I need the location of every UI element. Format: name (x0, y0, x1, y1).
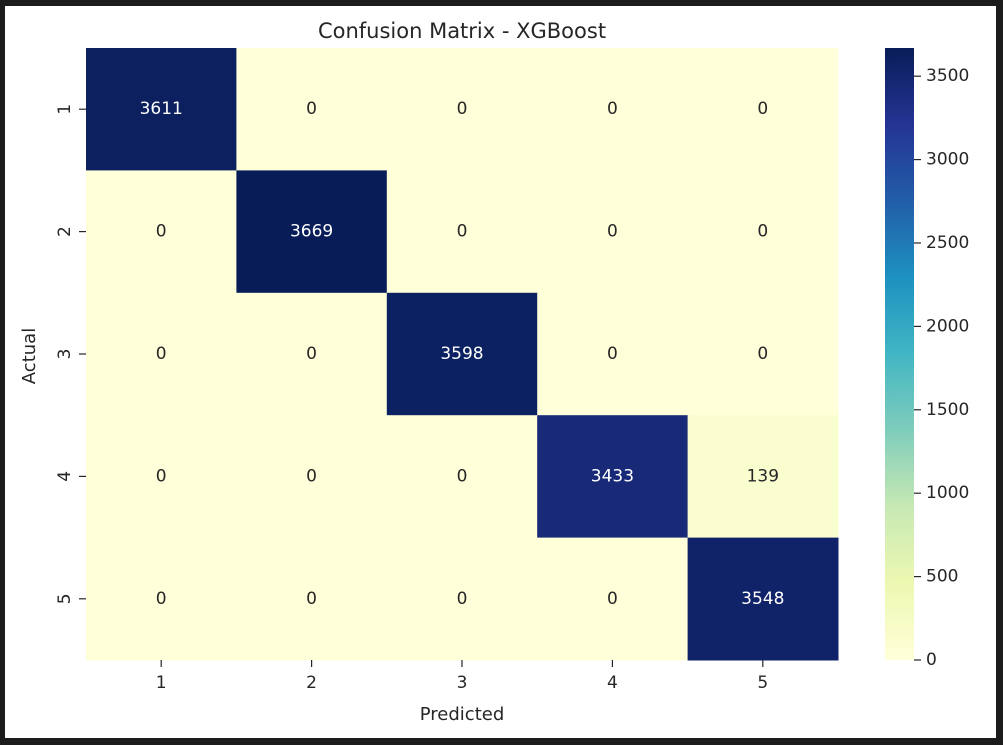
colorbar-tick-label: 2500 (926, 233, 969, 253)
heatmap-cell (236, 537, 388, 661)
cell-value-label: 0 (607, 589, 618, 609)
colorbar-tick-label: 2000 (926, 316, 969, 336)
heatmap-cell (687, 48, 839, 171)
x-tick-label: 5 (757, 673, 768, 693)
heatmap-cell (86, 292, 237, 416)
cell-value-label: 0 (306, 344, 317, 364)
cell-value-label: 0 (607, 222, 618, 242)
cell-value-label: 0 (457, 99, 468, 119)
cell-value-label: 0 (457, 589, 468, 609)
cell-value-label: 0 (156, 466, 167, 486)
confusion-matrix-heatmap: Confusion Matrix - XGBoost 3611 0 0 0 0 0 3669… (19, 19, 969, 725)
heatmap-cell (537, 415, 689, 539)
heatmap-cell (86, 170, 237, 294)
cell-value-label: 3611 (140, 99, 183, 119)
heatmap-cell (386, 415, 538, 539)
cell-value-label: 3548 (741, 589, 784, 609)
y-tick-label: 5 (55, 593, 75, 604)
cell-value-label: 139 (747, 466, 779, 486)
colorbar-ticks: 0 500 1000 1500 2000 2500 3000 3500 (914, 66, 969, 670)
heatmap-cell (236, 170, 388, 294)
heatmap-cells (86, 48, 839, 661)
y-tick-label: 4 (55, 471, 75, 482)
cell-value-label: 0 (607, 344, 618, 364)
x-tick-label: 4 (607, 673, 618, 693)
cell-value-label: 0 (757, 344, 768, 364)
cell-value-label: 0 (607, 99, 618, 119)
cell-value-label: 0 (156, 589, 167, 609)
heatmap-cell (86, 415, 237, 539)
y-tick-label: 3 (55, 349, 75, 360)
x-tick-label: 1 (156, 673, 167, 693)
heatmap-cell (86, 537, 237, 661)
colorbar-tick-label: 3000 (926, 150, 969, 170)
heatmap-cell (236, 415, 388, 539)
x-axis: 1 2 3 4 5 (156, 660, 768, 693)
heatmap-cell (687, 415, 839, 539)
cell-value-label: 0 (306, 589, 317, 609)
cell-value-label: 0 (306, 466, 317, 486)
heatmap-cell (386, 537, 538, 661)
heatmap-cell (236, 292, 388, 416)
colorbar-tick-label: 3500 (926, 66, 969, 86)
colorbar (885, 48, 914, 660)
cell-value-label: 0 (757, 99, 768, 119)
heatmap-cell (687, 292, 839, 416)
cell-value-label: 0 (757, 222, 768, 242)
heatmap-cell (687, 537, 839, 661)
colorbar-tick-label: 0 (926, 650, 937, 670)
y-axis-label: Actual (19, 328, 40, 384)
x-axis-label: Predicted (420, 704, 505, 725)
cell-value-label: 0 (457, 466, 468, 486)
cell-value-label: 0 (457, 222, 468, 242)
cell-value-label: 3598 (440, 344, 483, 364)
heatmap-cell (86, 48, 237, 171)
heatmap-cell (386, 170, 538, 294)
x-tick-label: 2 (306, 673, 317, 693)
heatmap-cell (386, 48, 538, 171)
colorbar-tick-label: 500 (926, 567, 958, 587)
y-tick-label: 1 (55, 104, 75, 115)
heatmap-cell (386, 292, 538, 416)
heatmap-cell (236, 48, 388, 171)
heatmap-cell (537, 292, 689, 416)
heatmap-cell (537, 170, 689, 294)
heatmap-cell (537, 48, 689, 171)
cell-value-label: 3433 (591, 466, 634, 486)
y-axis: 1 2 3 4 5 (55, 104, 86, 604)
cell-value-label: 0 (306, 99, 317, 119)
cell-value-label: 0 (156, 222, 167, 242)
colorbar-tick-label: 1000 (926, 483, 969, 503)
heatmap-cell-labels: 3611 0 0 0 0 0 3669 0 0 0 0 0 3598 0 0 0 0 0 3433 139 0 0 0 0 35… (140, 99, 785, 609)
figure-canvas: Confusion Matrix - XGBoost 3611 0 0 0 0 0 3669… (5, 6, 996, 738)
y-tick-label: 2 (55, 226, 75, 237)
x-tick-label: 3 (457, 673, 468, 693)
colorbar-tick-label: 1500 (926, 400, 969, 420)
cell-value-label: 0 (156, 344, 167, 364)
heatmap-cell (687, 170, 839, 294)
cell-value-label: 3669 (290, 222, 333, 242)
heatmap-cell (537, 537, 689, 661)
chart-title: Confusion Matrix - XGBoost (318, 19, 606, 43)
